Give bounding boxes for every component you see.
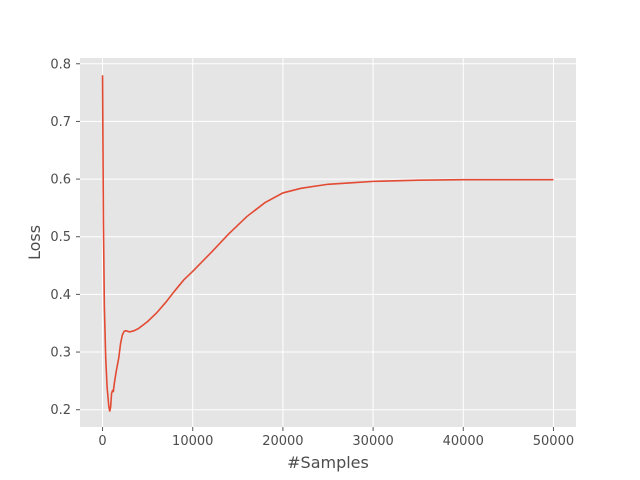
x-tick-label: 20000 (262, 434, 303, 449)
x-axis-label: #Samples (287, 453, 369, 472)
y-axis-ticks: 0.2 0.3 0.4 0.5 0.6 0.7 0.8 (50, 57, 80, 418)
y-tick-label: 0.7 (50, 115, 71, 130)
x-axis-ticks: 0 10000 20000 30000 40000 50000 (98, 427, 574, 449)
y-tick-label: 0.4 (50, 288, 71, 303)
loss-series-line (101, 75, 554, 412)
y-tick-label: 0.3 (50, 346, 71, 361)
y-tick-label: 0.2 (50, 403, 71, 418)
y-tick-label: 0.6 (50, 173, 71, 188)
x-tick-label: 10000 (172, 434, 213, 449)
y-axis-label: Loss (25, 225, 44, 260)
x-tick-label: 50000 (533, 434, 574, 449)
y-tick-label: 0.8 (50, 57, 71, 72)
x-tick-label: 40000 (443, 434, 484, 449)
grid-lines (80, 58, 576, 427)
y-tick-label: 0.5 (50, 230, 71, 245)
x-tick-label: 0 (98, 434, 106, 449)
x-tick-label: 30000 (352, 434, 393, 449)
plot-background (80, 58, 576, 427)
